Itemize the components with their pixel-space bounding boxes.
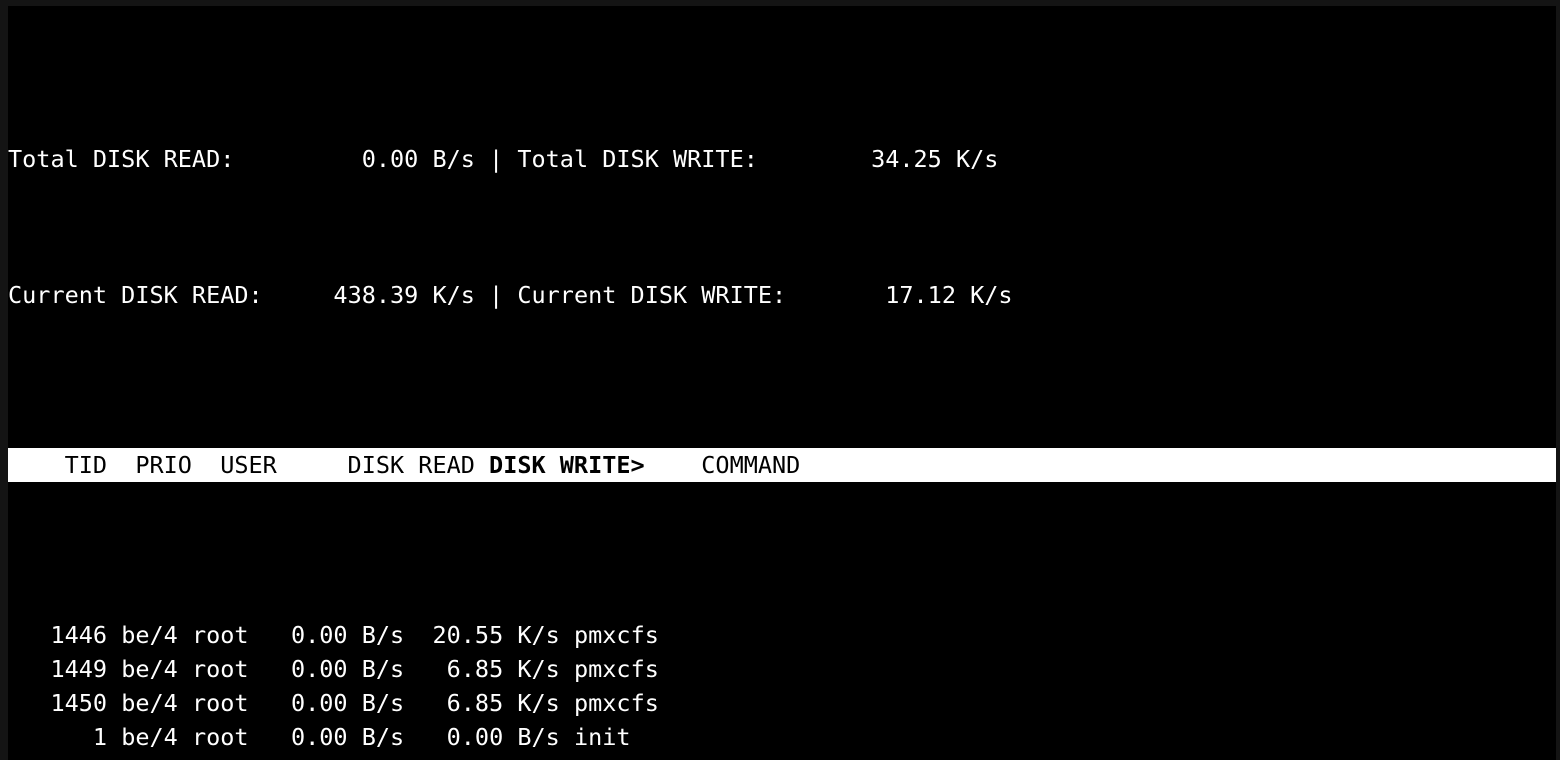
terminal-screen[interactable]: Total DISK READ: 0.00 B/s | Total DISK W… — [8, 6, 1556, 760]
cell-prio: be/4 — [107, 757, 178, 760]
cell-user: root — [177, 689, 249, 717]
summary-separator-2: | — [474, 281, 518, 309]
table-row[interactable]: 2 be/4 root 0.00 B/s 0.00 B/s [kthreadd] — [8, 754, 1556, 760]
current-write-label: Current DISK WRITE: — [517, 281, 787, 309]
total-read-value: 0.00 B/s — [361, 145, 475, 173]
cell-disk-read: 0.00 B/s — [248, 621, 405, 649]
table-row[interactable]: 1449 be/4 root 0.00 B/s 6.85 K/s pmxcfs — [8, 652, 1556, 686]
cell-disk-read: 0.00 B/s — [248, 655, 405, 683]
table-row[interactable]: 1 be/4 root 0.00 B/s 0.00 B/s init — [8, 720, 1556, 754]
cell-prio: be/4 — [107, 723, 178, 751]
table-row[interactable]: 1446 be/4 root 0.00 B/s 20.55 K/s pmxcfs — [8, 618, 1556, 652]
current-read-label: Current DISK READ: — [8, 281, 263, 309]
total-read-label: Total DISK READ: — [8, 145, 235, 173]
current-write-pad — [786, 281, 885, 309]
table-row[interactable]: 1450 be/4 root 0.00 B/s 6.85 K/s pmxcfs — [8, 686, 1556, 720]
cell-prio: be/4 — [107, 689, 178, 717]
cell-disk-write: 20.55 K/s — [404, 621, 560, 649]
total-write-value: 34.25 K/s — [871, 145, 999, 173]
cell-disk-write: 6.85 K/s — [404, 689, 560, 717]
summary-current-read-line: Current DISK READ: 438.39 K/s | Current … — [8, 278, 1556, 312]
cell-disk-write: 0.00 B/s — [404, 723, 560, 751]
current-write-value: 17.12 K/s — [885, 281, 1013, 309]
cell-command: pmxcfs — [559, 655, 659, 683]
cell-user: root — [177, 621, 249, 649]
cell-disk-write: 6.85 K/s — [404, 655, 560, 683]
column-header-disk-write-sorted[interactable]: DISK WRITE> — [489, 451, 645, 479]
cell-disk-read: 0.00 B/s — [248, 689, 405, 717]
cell-prio: be/4 — [107, 655, 178, 683]
cell-user: root — [177, 655, 249, 683]
cell-user: root — [178, 757, 249, 760]
cell-tid: 1446 — [8, 621, 108, 649]
table-column-header[interactable]: TID PRIO USER DISK READ DISK WRITE> COMM… — [8, 448, 1556, 482]
cell-disk-write: 0.00 B/s — [404, 757, 560, 760]
column-header-left: TID PRIO USER DISK READ — [8, 451, 490, 479]
total-write-label: Total DISK WRITE: — [517, 145, 758, 173]
total-write-pad — [758, 145, 871, 173]
cell-tid: 2 — [8, 757, 107, 760]
cell-tid: 1 — [8, 723, 108, 751]
cell-prio: be/4 — [107, 621, 178, 649]
column-header-command[interactable]: COMMAND — [644, 451, 801, 479]
current-read-pad — [263, 281, 334, 309]
cell-command: pmxcfs — [559, 689, 659, 717]
total-read-pad — [234, 145, 361, 173]
summary-separator-1: | — [474, 145, 518, 173]
cell-tid: 1450 — [8, 689, 108, 717]
process-table-body[interactable]: 1446 be/4 root 0.00 B/s 20.55 K/s pmxcfs… — [8, 618, 1556, 760]
cell-tid: 1449 — [8, 655, 108, 683]
cell-command: [kthreadd] — [560, 757, 716, 760]
cell-disk-read: 0.00 B/s — [249, 757, 404, 760]
current-read-value: 438.39 K/s — [333, 281, 475, 309]
cell-command: init — [559, 723, 631, 751]
summary-total-read-line: Total DISK READ: 0.00 B/s | Total DISK W… — [8, 142, 1556, 176]
cell-disk-read: 0.00 B/s — [248, 723, 405, 751]
cell-command: pmxcfs — [559, 621, 659, 649]
cell-user: root — [177, 723, 249, 751]
